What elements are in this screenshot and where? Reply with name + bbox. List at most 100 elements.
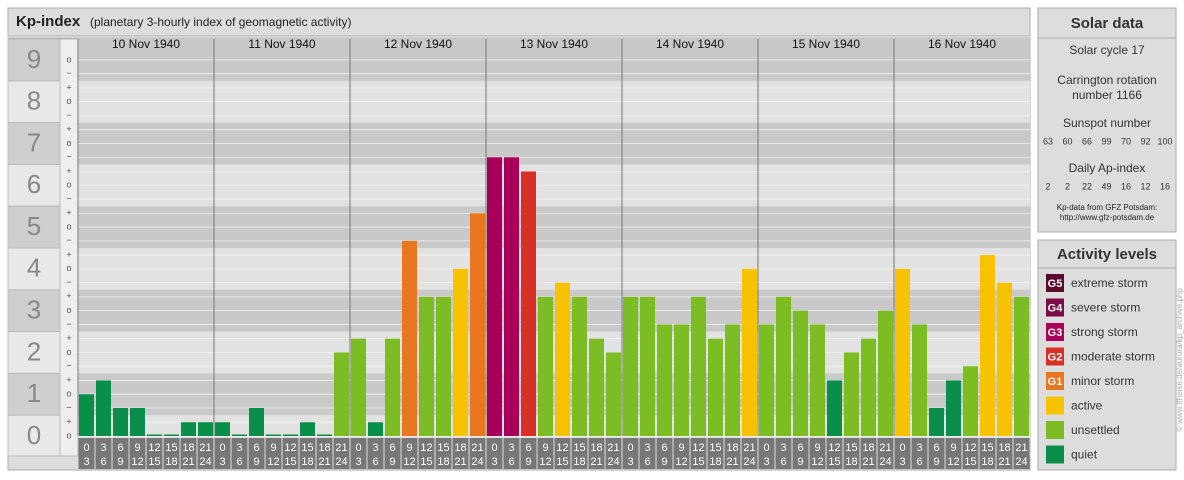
hour-cell xyxy=(860,438,877,469)
hour-cell xyxy=(537,438,554,469)
hour-from: 15 xyxy=(981,442,993,454)
hour-to: 18 xyxy=(981,456,993,468)
minor-tick-label: − xyxy=(66,319,71,329)
hour-to: 6 xyxy=(508,456,514,468)
legend-label: active xyxy=(1071,399,1103,413)
hour-to: 15 xyxy=(148,456,160,468)
bar xyxy=(742,268,757,436)
bar xyxy=(368,422,383,436)
minor-tick-label: o xyxy=(66,305,71,315)
hour-from: 0 xyxy=(763,442,769,454)
minor-tick-label: o xyxy=(66,263,71,273)
hour-from: 21 xyxy=(607,442,619,454)
hour-to: 15 xyxy=(284,456,296,468)
minor-tick-label: − xyxy=(66,193,71,203)
hour-cell xyxy=(622,438,639,469)
hour-to: 12 xyxy=(947,456,959,468)
legend-label: unsettled xyxy=(1071,423,1120,437)
watermark: © www.tfheise.de/aurora/kp_archive.php xyxy=(1175,288,1184,432)
hour-cell xyxy=(248,438,265,469)
ap-value: 22 xyxy=(1082,181,1092,191)
hour-to: 3 xyxy=(763,456,769,468)
hour-cell xyxy=(503,438,520,469)
label-cell xyxy=(7,80,61,124)
hour-from: 6 xyxy=(933,442,939,454)
bar xyxy=(946,380,961,436)
solar-panel xyxy=(1037,7,1177,233)
hour-cell xyxy=(112,438,129,469)
minor-tick-label: o xyxy=(66,180,71,190)
hour-cell xyxy=(282,438,299,469)
bar xyxy=(436,296,451,436)
hour-from: 6 xyxy=(389,442,395,454)
hour-cell xyxy=(911,438,928,469)
y-tick-label: 9 xyxy=(27,44,41,74)
bar xyxy=(963,366,978,436)
bar xyxy=(198,422,213,436)
hour-cell xyxy=(979,438,996,469)
hour-to: 15 xyxy=(828,456,840,468)
hour-cell xyxy=(724,438,741,469)
hour-from: 0 xyxy=(627,442,633,454)
hour-cell xyxy=(588,438,605,469)
bar xyxy=(96,380,111,436)
hour-from: 21 xyxy=(879,442,891,454)
legend-label: severe storm xyxy=(1071,301,1140,315)
hour-from: 0 xyxy=(899,442,905,454)
bar xyxy=(351,338,366,436)
hour-from: 21 xyxy=(199,442,211,454)
bar xyxy=(130,408,145,436)
minor-tick-label: − xyxy=(66,68,71,78)
bar xyxy=(929,408,944,436)
hour-cell xyxy=(1013,438,1030,469)
hour-to: 24 xyxy=(335,456,347,468)
sunspot-value: 99 xyxy=(1101,136,1111,146)
bar xyxy=(113,408,128,436)
hour-cell xyxy=(299,438,316,469)
hour-from: 6 xyxy=(525,442,531,454)
hour-to: 9 xyxy=(117,456,123,468)
hour-to: 21 xyxy=(726,456,738,468)
hour-to: 12 xyxy=(811,456,823,468)
bar xyxy=(215,422,230,436)
minor-tick-label: + xyxy=(66,333,71,343)
hour-to: 21 xyxy=(318,456,330,468)
bar xyxy=(266,434,281,436)
hour-to: 3 xyxy=(83,456,89,468)
bar xyxy=(504,157,519,436)
sunspot-value: 60 xyxy=(1062,136,1072,146)
hour-from: 3 xyxy=(372,442,378,454)
hour-to: 6 xyxy=(644,456,650,468)
hour-cell xyxy=(384,438,401,469)
hour-from: 15 xyxy=(437,442,449,454)
hour-to: 18 xyxy=(573,456,585,468)
minor-tick-label: + xyxy=(66,375,71,385)
day-label: 12 Nov 1940 xyxy=(384,37,452,51)
hour-from: 3 xyxy=(236,442,242,454)
bar xyxy=(878,310,893,436)
hour-cell xyxy=(469,438,486,469)
legend-code: G4 xyxy=(1048,302,1064,314)
hour-to: 21 xyxy=(590,456,602,468)
ap-value: 12 xyxy=(1140,181,1150,191)
hour-from: 21 xyxy=(743,442,755,454)
hour-from: 12 xyxy=(148,442,160,454)
hour-to: 3 xyxy=(491,456,497,468)
bar xyxy=(623,296,638,436)
hour-cell xyxy=(95,438,112,469)
sunspot-value: 63 xyxy=(1043,136,1053,146)
sunspot-title: Sunspot number xyxy=(1063,116,1151,130)
day-label: 11 Nov 1940 xyxy=(248,37,315,51)
bar xyxy=(589,338,604,436)
minor-tick-label: + xyxy=(66,166,71,176)
hour-cell xyxy=(316,438,333,469)
minor-tick-label: + xyxy=(66,291,71,301)
hour-from: 9 xyxy=(134,442,140,454)
y-tick-label: 1 xyxy=(27,378,41,408)
bar xyxy=(793,310,808,436)
hour-cell xyxy=(197,438,214,469)
legend-swatch xyxy=(1046,445,1064,464)
hour-cell xyxy=(333,438,350,469)
chart-subtitle: (planetary 3-hourly index of geomagnetic… xyxy=(90,15,351,29)
hour-cell xyxy=(571,438,588,469)
